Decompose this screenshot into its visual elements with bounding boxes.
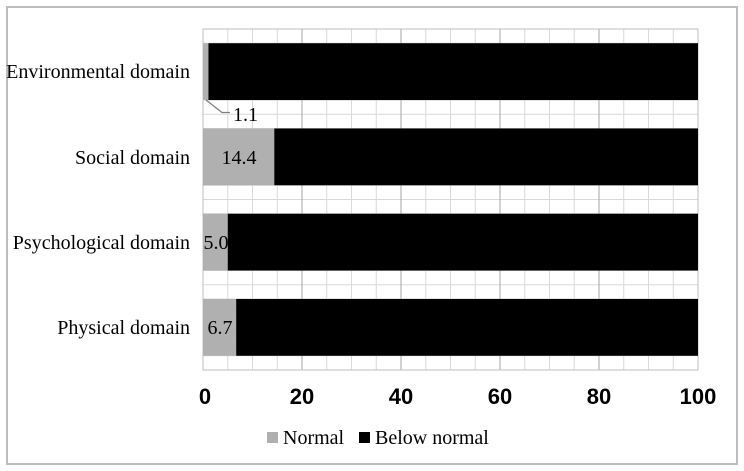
category-label-psychological: Psychological domain [13, 232, 190, 254]
data-label-environmental: 1.1 [233, 104, 258, 126]
bar-segment-below-normal [274, 128, 698, 186]
bar-segment-normal [203, 298, 237, 356]
data-label-callout-line [205, 99, 230, 114]
x-tick-0: 0 [199, 384, 211, 409]
category-label-environmental: Environmental domain [6, 61, 190, 83]
x-tick-20: 20 [290, 384, 314, 409]
category-label-social: Social domain [75, 147, 190, 169]
bar-segment-below-normal [227, 213, 698, 271]
legend-label-normal: Normal [283, 427, 345, 449]
legend-swatch-normal [267, 432, 278, 443]
bar-segment-normal [203, 43, 209, 101]
x-tick-100: 100 [680, 384, 717, 409]
legend-swatch-below-normal [359, 432, 370, 443]
plot-border [202, 28, 699, 371]
x-tick-40: 40 [389, 384, 413, 409]
figure-border [6, 6, 738, 465]
bar-segment-below-normal [236, 298, 699, 356]
bar-segment-normal [203, 128, 275, 186]
data-label-psychological: 5.0 [204, 232, 229, 254]
legend: Normal Below normal [267, 427, 489, 449]
bar-segment-below-normal [208, 43, 698, 101]
x-tick-80: 80 [587, 384, 611, 409]
category-label-physical: Physical domain [57, 317, 190, 339]
data-label-physical: 6.7 [208, 317, 233, 339]
legend-label-below-normal: Below normal [375, 427, 489, 449]
bar-segment-normal [203, 213, 228, 271]
x-tick-60: 60 [488, 384, 512, 409]
bars [203, 43, 699, 356]
data-label-social: 14.4 [222, 147, 257, 169]
